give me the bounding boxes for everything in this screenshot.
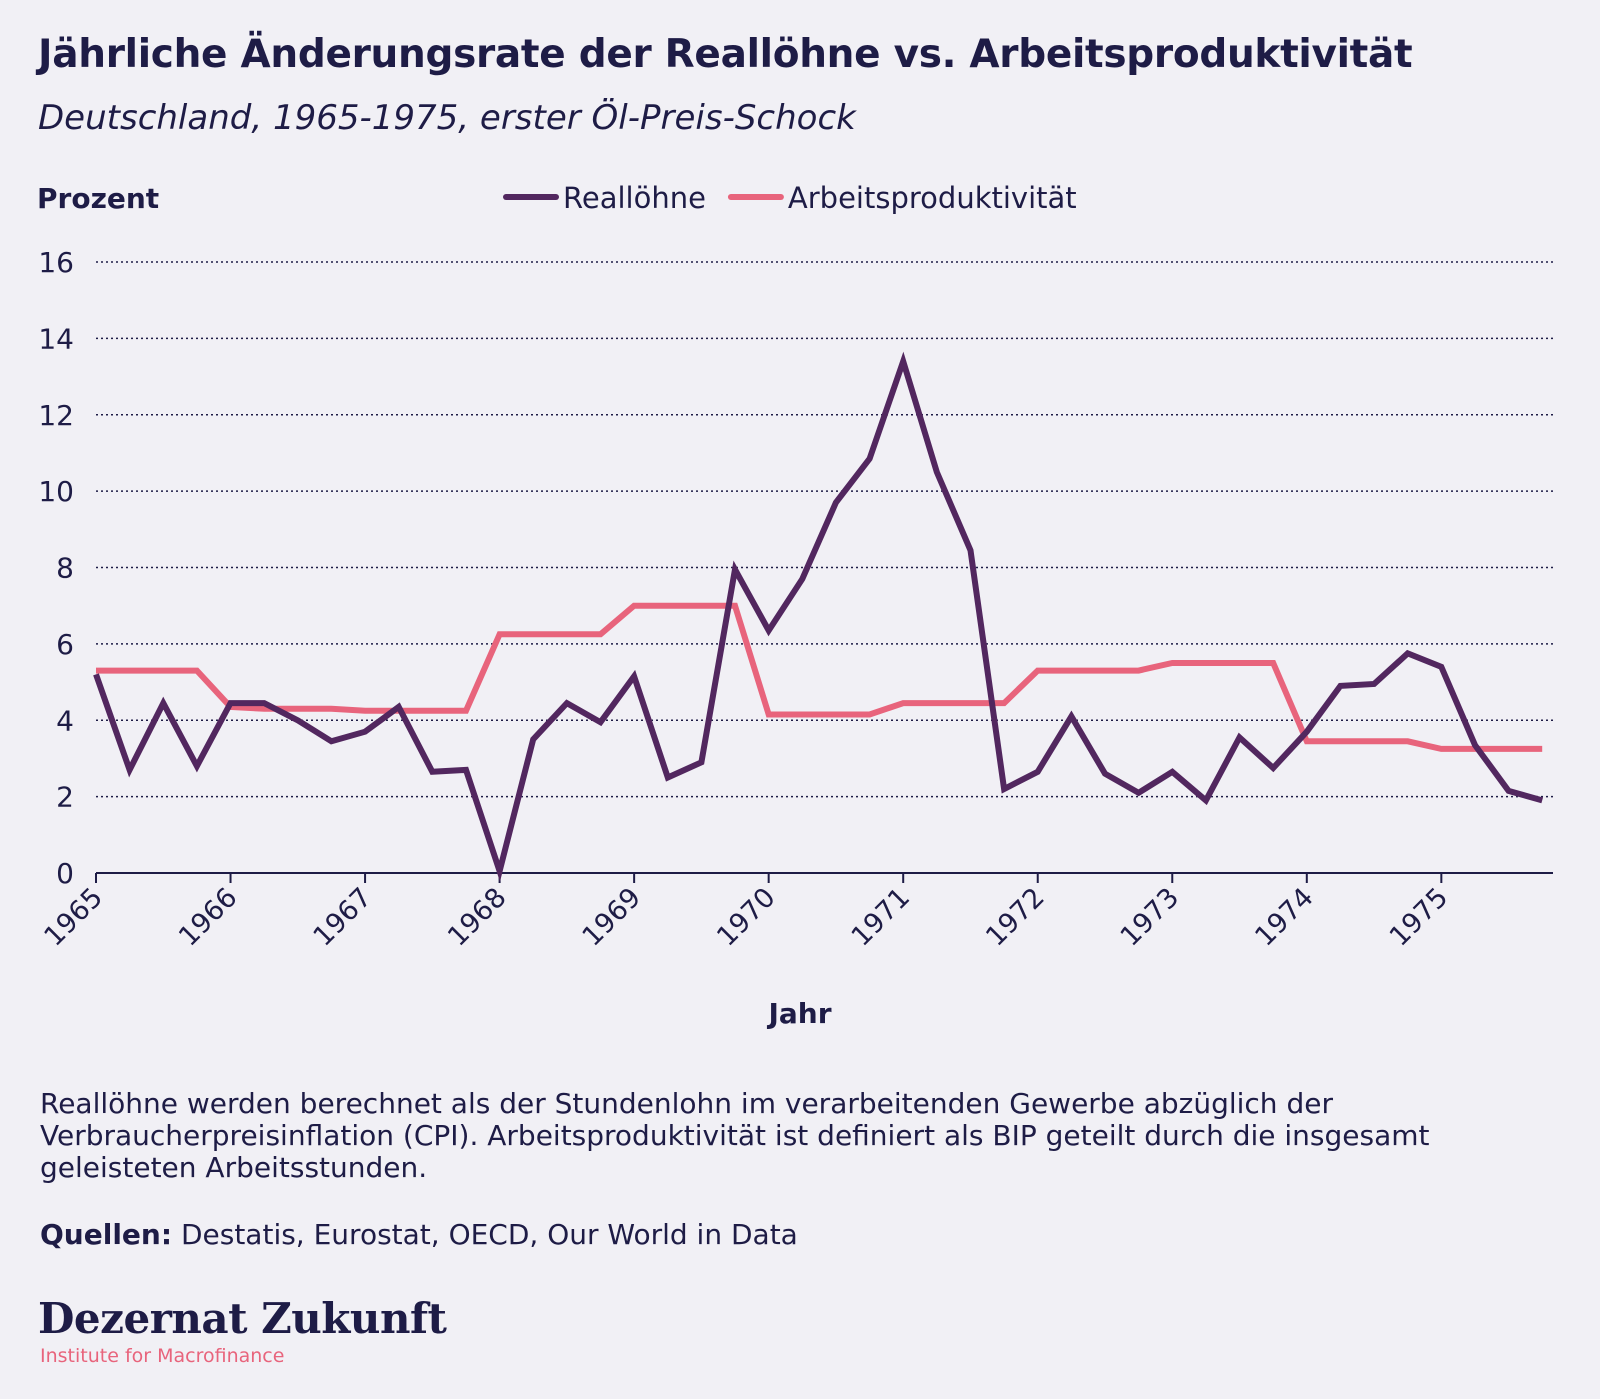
y-tick-label-6: 6 [56,628,74,661]
x-tick-label-1969: 1969 [577,882,648,953]
legend-label-0: Reallöhne [563,181,706,215]
chart-title: Jährliche Änderungsrate der Reallöhne vs… [38,32,1413,77]
y-tick-label-4: 4 [56,704,74,737]
chart-subtitle: Deutschland, 1965-1975, erster Öl-Preis-… [38,98,856,138]
logo-subtitle: Institute for Macrofinance [40,1345,285,1367]
x-tick-label-1973: 1973 [1115,882,1186,953]
series-line-1 [96,602,1543,752]
x-tick-label-1971: 1971 [846,882,917,953]
x-tick-label-1970: 1970 [711,882,782,953]
x-tick-label-1972: 1972 [980,882,1051,953]
sources-line: Quellen: Destatis, Eurostat, OECD, Our W… [40,1218,798,1251]
y-tick-label-8: 8 [56,552,74,585]
methodology-note: Reallöhne werden berechnet als der Stund… [40,1087,1430,1184]
x-tick-label-1967: 1967 [308,882,379,953]
y-axis-label: Prozent [37,182,159,215]
x-tick-label-1974: 1974 [1249,882,1320,953]
x-axis-label: Jahr [766,997,831,1030]
y-tick-label-0: 0 [56,857,74,890]
legend-label-1: Arbeitsproduktivität [788,181,1077,215]
y-tick-label-12: 12 [38,399,74,432]
logo: Dezernat Zukunft [38,1294,447,1343]
x-tick-label-1968: 1968 [442,882,513,953]
x-tick-label-1965: 1965 [38,882,109,953]
x-tick-label-1975: 1975 [1384,882,1455,953]
y-tick-label-16: 16 [38,246,74,279]
line-chart: Prozent Reallöhne Arbeitsproduktivität 0 2 4 6… [37,181,1553,1030]
y-tick-label-10: 10 [38,475,74,508]
x-tick-label-1966: 1966 [173,882,244,953]
sources-label: Quellen: [40,1218,173,1251]
sources-text: Destatis, Eurostat, OECD, Our World in D… [172,1218,798,1251]
y-tick-label-2: 2 [56,781,74,814]
series-line-0 [93,351,1544,882]
y-tick-label-14: 14 [38,322,74,355]
